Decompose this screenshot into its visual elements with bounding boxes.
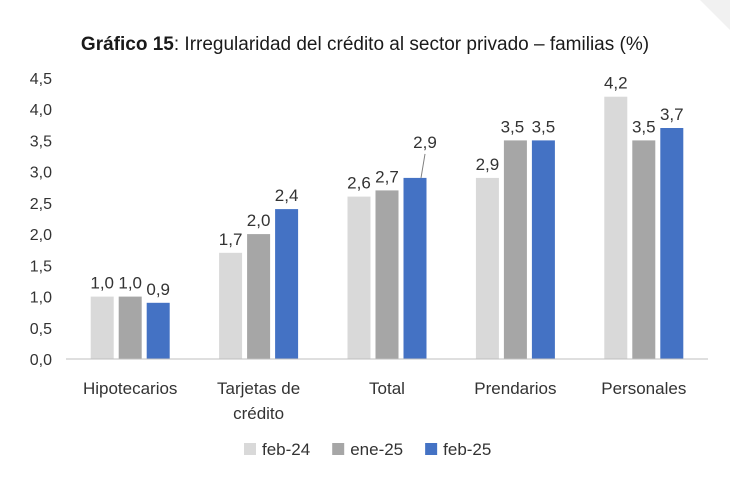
bar-feb-25 [660, 128, 684, 359]
data-label: 4,2 [604, 74, 628, 93]
legend-swatch [425, 443, 438, 455]
data-label: 3,7 [660, 105, 684, 124]
page-corner-decoration [700, 0, 730, 30]
y-tick-label: 2,5 [30, 196, 52, 213]
category-label: Prendarios [474, 379, 556, 398]
bar-feb-24 [604, 96, 628, 359]
legend-swatch [332, 443, 345, 455]
data-label: 1,7 [219, 230, 243, 249]
data-label: 2,7 [375, 167, 399, 186]
y-tick-label: 4,0 [30, 102, 52, 119]
y-tick-label: 1,0 [30, 290, 52, 307]
legend-label: feb-24 [262, 440, 310, 459]
category-label: Personales [601, 379, 686, 398]
y-tick-label: 0,5 [30, 321, 52, 338]
y-tick-label: 0,0 [30, 352, 52, 369]
bar-ene-25 [503, 140, 527, 359]
legend-swatch [244, 443, 256, 455]
data-label: 0,9 [146, 280, 170, 299]
data-label: 2,0 [247, 211, 271, 230]
category-label: Total [369, 379, 405, 398]
category-label: Tarjetas de [217, 379, 300, 398]
y-tick-label: 3,5 [30, 133, 52, 150]
legend-label: ene-25 [350, 440, 403, 459]
bar-feb-25 [403, 177, 427, 359]
chart-title: Gráfico 15: Irregularidad del crédito al… [0, 34, 730, 56]
bar-ene-25 [632, 140, 656, 359]
bar-ene-25 [118, 296, 142, 359]
data-label: 3,5 [501, 117, 525, 136]
data-label: 2,6 [347, 174, 371, 193]
data-label: 3,5 [532, 117, 556, 136]
bar-feb-25 [531, 140, 555, 359]
bar-ene-25 [375, 190, 399, 359]
y-tick-label: 4,5 [30, 71, 52, 88]
chart-title-number: Gráfico 15 [80, 34, 174, 55]
y-tick-label: 3,0 [30, 165, 52, 182]
data-label: 1,0 [118, 274, 142, 293]
bar-feb-25 [275, 209, 299, 359]
category-label: Hipotecarios [83, 379, 178, 398]
data-label-leader-line [420, 153, 426, 178]
y-tick-label: 1,5 [30, 258, 52, 275]
data-label: 1,0 [90, 274, 114, 293]
y-tick-label: 2,0 [30, 227, 52, 244]
chart-title-text: : Irregularidad del crédito al sector pr… [173, 34, 650, 55]
bar-feb-24 [90, 296, 114, 359]
bar-ene-25 [247, 234, 271, 359]
category-label: crédito [233, 404, 284, 423]
bar-feb-24 [475, 177, 499, 359]
data-label: 2,9 [476, 155, 500, 174]
bar-feb-24 [219, 252, 243, 359]
legend-label: feb-25 [443, 440, 491, 459]
data-label: 3,5 [632, 117, 656, 136]
bar-feb-25 [146, 302, 170, 359]
bar-feb-24 [347, 196, 371, 359]
data-label: 2,4 [275, 186, 299, 205]
data-label: 2,9 [413, 133, 437, 152]
